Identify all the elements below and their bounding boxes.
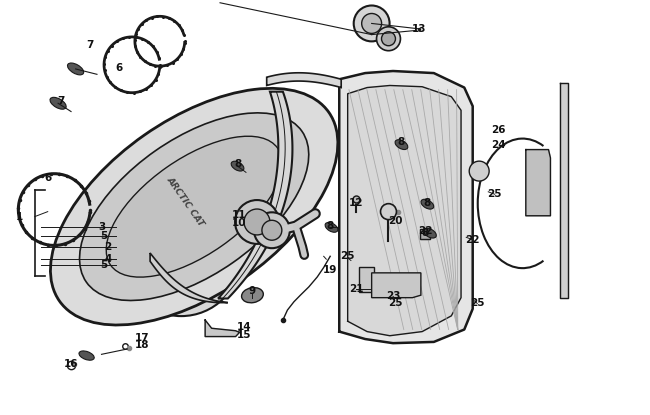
Ellipse shape	[68, 63, 84, 75]
Text: 9: 9	[249, 286, 256, 296]
Circle shape	[262, 220, 282, 240]
Ellipse shape	[395, 140, 408, 149]
Ellipse shape	[79, 113, 309, 300]
Text: 26: 26	[491, 125, 506, 135]
Text: 1: 1	[16, 212, 23, 222]
Text: 23: 23	[385, 291, 400, 301]
Text: 19: 19	[323, 265, 337, 276]
Circle shape	[235, 200, 279, 244]
Text: 6: 6	[44, 173, 51, 183]
Text: 11: 11	[232, 210, 247, 220]
Circle shape	[244, 209, 270, 235]
Polygon shape	[560, 83, 568, 298]
Ellipse shape	[424, 228, 436, 238]
Ellipse shape	[421, 199, 434, 209]
Text: 25: 25	[488, 189, 502, 199]
Text: 8: 8	[422, 228, 429, 238]
Ellipse shape	[242, 288, 263, 303]
Ellipse shape	[122, 197, 241, 316]
Circle shape	[254, 212, 290, 248]
Text: 24: 24	[491, 139, 506, 150]
Ellipse shape	[231, 161, 244, 171]
Polygon shape	[218, 92, 292, 298]
Text: 12: 12	[349, 198, 363, 208]
Text: 17: 17	[135, 333, 150, 343]
Circle shape	[382, 32, 395, 46]
Text: 25: 25	[470, 298, 484, 308]
Text: 16: 16	[64, 359, 78, 369]
Polygon shape	[526, 149, 551, 216]
Text: 5: 5	[100, 259, 107, 270]
Text: 10: 10	[232, 218, 247, 228]
Text: 14: 14	[237, 322, 252, 332]
Ellipse shape	[50, 98, 66, 109]
Text: 4: 4	[104, 254, 112, 264]
Polygon shape	[150, 253, 228, 303]
Polygon shape	[266, 73, 341, 88]
Text: 3: 3	[98, 222, 105, 232]
Ellipse shape	[79, 116, 306, 303]
Ellipse shape	[51, 88, 338, 325]
Polygon shape	[359, 268, 393, 292]
Ellipse shape	[79, 351, 94, 360]
Text: 13: 13	[411, 24, 426, 34]
Text: 25: 25	[341, 251, 355, 261]
Ellipse shape	[325, 222, 338, 232]
Polygon shape	[339, 71, 473, 343]
Text: 6: 6	[115, 63, 123, 73]
Text: 22: 22	[465, 235, 480, 245]
Text: ARCTIC CAT: ARCTIC CAT	[165, 175, 206, 228]
Text: 2: 2	[105, 242, 112, 252]
Circle shape	[354, 5, 389, 42]
Polygon shape	[205, 320, 239, 337]
Circle shape	[376, 27, 400, 51]
Text: 21: 21	[349, 284, 363, 294]
Text: 7: 7	[86, 40, 94, 50]
Text: 8: 8	[424, 198, 431, 208]
Text: 22: 22	[418, 227, 433, 237]
Text: 18: 18	[135, 340, 150, 350]
Circle shape	[469, 161, 489, 181]
Text: 15: 15	[237, 330, 252, 340]
Text: 25: 25	[387, 298, 402, 308]
Text: 5: 5	[100, 231, 107, 241]
Circle shape	[361, 13, 382, 34]
Text: 8: 8	[398, 137, 405, 147]
Ellipse shape	[106, 136, 282, 277]
Text: 20: 20	[387, 216, 402, 226]
Text: 8: 8	[234, 159, 241, 169]
Text: 8: 8	[326, 221, 334, 231]
Text: 7: 7	[57, 96, 64, 106]
Circle shape	[380, 204, 396, 220]
Polygon shape	[372, 273, 421, 298]
Polygon shape	[348, 85, 461, 336]
